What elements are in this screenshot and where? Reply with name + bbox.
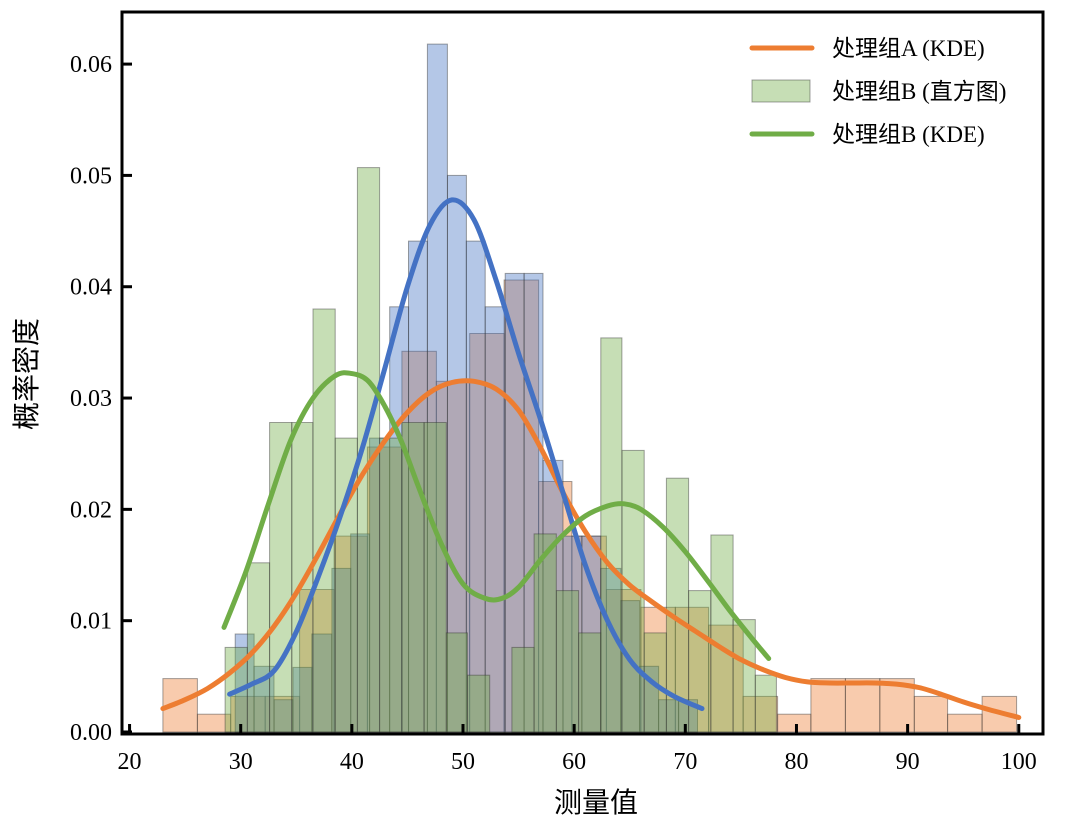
histogram-bar	[665, 477, 690, 733]
legend: 处理组A (KDE) 处理组B (直方图) 处理组B (KDE)	[749, 36, 1006, 147]
histogram-bar	[732, 619, 756, 733]
histogram-bar	[311, 633, 333, 733]
y-tick-label: 0.02	[70, 497, 112, 523]
histogram-bar	[742, 695, 779, 733]
histogram-bar	[447, 174, 467, 733]
histogram-bar	[273, 699, 294, 733]
y-tick-label: 0.00	[70, 720, 112, 746]
histogram-bar	[291, 422, 314, 733]
histogram-bar	[600, 337, 623, 733]
x-tick-label: 50	[451, 749, 475, 775]
histogram-bar	[445, 632, 468, 733]
histogram-bar	[947, 713, 983, 733]
histogram-bar	[292, 666, 313, 733]
legend-item: 处理组B (KDE)	[749, 122, 985, 147]
histogram-bar	[678, 699, 698, 733]
legend-label: 处理组A (KDE)	[832, 36, 985, 61]
histogram-3	[224, 167, 777, 733]
y-tick-label: 0.01	[70, 609, 112, 635]
histogram-bar	[230, 695, 266, 733]
histogram-bar	[511, 646, 535, 733]
x-tick-label: 20	[118, 749, 142, 775]
y-axis-title: 概率密度	[11, 318, 43, 430]
histogram-bar	[754, 674, 777, 733]
histogram-bar	[810, 678, 846, 733]
histogram-bar	[620, 600, 641, 733]
histogram-bar	[581, 535, 602, 733]
x-tick-label: 70	[673, 749, 697, 775]
histogram-bar	[710, 534, 734, 733]
x-tick-label: 100	[1001, 749, 1037, 775]
histogram-bar	[555, 590, 580, 733]
histogram-bar	[658, 699, 680, 733]
histogram-bar	[605, 589, 642, 733]
histogram-bar	[379, 437, 403, 733]
histogram-bar	[533, 533, 557, 733]
y-tick-label: 0.03	[70, 386, 112, 412]
legend-swatch-patch	[751, 79, 811, 103]
histogram-bar	[504, 272, 525, 733]
histogram-bar	[467, 674, 491, 733]
kde-line-2	[227, 197, 705, 712]
histogram-bar	[913, 695, 949, 733]
histogram-bar	[777, 713, 812, 733]
legend-label: 处理组B (KDE)	[832, 122, 985, 147]
histogram-bar	[538, 481, 573, 733]
plot-frame	[120, 10, 1045, 736]
x-tick-label: 60	[562, 749, 586, 775]
histogram-bar	[688, 590, 712, 733]
y-tick-label: 0.04	[70, 275, 112, 301]
histogram-bar	[465, 240, 486, 733]
x-tick-label: 90	[896, 749, 920, 775]
x-tick-label: 40	[340, 749, 364, 775]
histogram-bar	[366, 446, 403, 733]
x-tick-label: 30	[229, 749, 253, 775]
histogram-1	[162, 279, 1018, 733]
kde-line-1	[160, 378, 1022, 720]
histogram-bar	[333, 535, 368, 733]
y-tick-label: 0.06	[70, 52, 112, 78]
legend-label: 处理组B (直方图)	[832, 79, 1006, 104]
histogram-bar	[562, 535, 583, 733]
histogram-bar	[350, 533, 371, 733]
histogram-bar	[621, 449, 645, 733]
histogram-bar	[299, 589, 335, 733]
histogram-bar	[264, 695, 301, 733]
y-tick-label: 0.05	[70, 163, 112, 189]
legend-item: 处理组A (KDE)	[749, 36, 985, 61]
legend-item: 处理组B (直方图)	[751, 79, 1006, 104]
x-axis-title: 测量值	[554, 787, 638, 819]
histogram-bar	[578, 632, 602, 733]
histogram-bar	[331, 567, 352, 733]
x-tick-label: 80	[784, 749, 808, 775]
histogram-bar	[423, 422, 447, 733]
histogram-bar	[312, 308, 336, 733]
histogram-bar	[469, 333, 505, 733]
histogram-bar	[484, 306, 506, 733]
histogram-bar	[435, 380, 471, 733]
histogram-bar	[369, 437, 391, 733]
histogram-bar	[844, 678, 881, 733]
histogram-bar	[196, 713, 232, 733]
kde-line-3	[221, 370, 772, 661]
axis-ticks: 20 30 40 50 60 70 80 90 100 0.00 0.01 0.02 0.03 0.04 0…	[70, 52, 1037, 775]
histogram-bar	[640, 606, 676, 733]
kde-lines	[160, 197, 1022, 720]
histogram-bar	[401, 422, 425, 733]
